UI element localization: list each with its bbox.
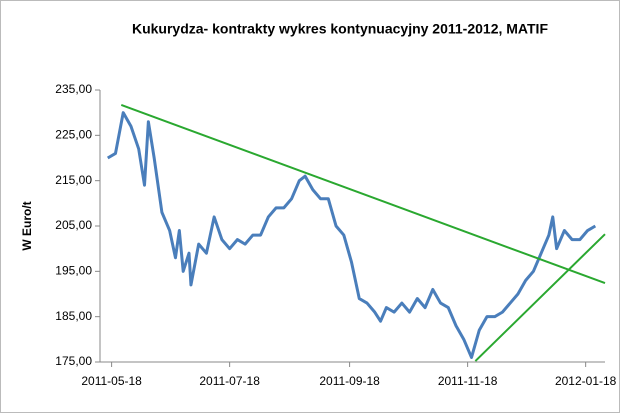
price-line <box>106 111 597 359</box>
y-tick-label: 195,00 <box>55 264 92 278</box>
y-tick-label: 185,00 <box>55 309 92 323</box>
trend-line <box>474 233 606 362</box>
x-tick-label: 2011-07-18 <box>199 374 260 388</box>
x-tick-label: 2011-11-18 <box>438 374 498 388</box>
y-axis-label: W Euro/t <box>20 201 34 250</box>
trend-line <box>120 104 606 285</box>
y-tick-label: 175,00 <box>55 354 92 368</box>
chart-title: Kukurydza- kontrakty wykres kontynuacyjn… <box>132 21 548 37</box>
x-tick-label: 2012-01-18 <box>555 374 617 388</box>
y-tick-label: 235,00 <box>55 82 92 96</box>
y-tick-label: 215,00 <box>55 173 92 187</box>
y-tick-label: 205,00 <box>55 218 92 232</box>
x-tick-label: 2011-05-18 <box>81 374 142 388</box>
y-tick-label: 225,00 <box>55 128 92 142</box>
x-tick-label: 2011-09-18 <box>319 374 380 388</box>
